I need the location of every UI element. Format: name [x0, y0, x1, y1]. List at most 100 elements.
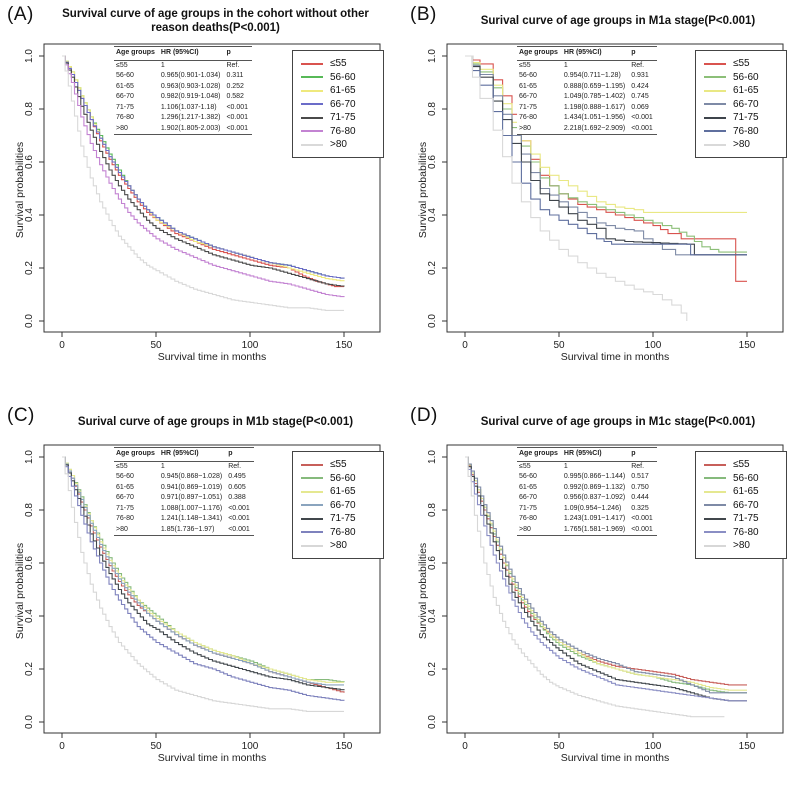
hr-table-header: p: [629, 46, 657, 61]
legend-item: >80: [301, 539, 377, 553]
hr-table-cell: 1: [563, 61, 568, 69]
x-tick-label: 150: [739, 741, 756, 752]
x-tick-label: 150: [739, 340, 756, 351]
legend-line-swatch: [704, 504, 726, 507]
legend-line-swatch: [704, 130, 726, 133]
y-tick-label: 0.6: [24, 556, 35, 570]
hr-table-row: 71-75 1.09(0.954~1.246) 0.325: [517, 504, 657, 515]
hr-table-row: 61-65 0.992(0.869~1.132) 0.750: [517, 483, 657, 494]
hr-table-cell: <0.001: [226, 524, 254, 536]
legend-item: 76-80: [704, 526, 780, 540]
legend-item: 76-80: [704, 125, 780, 139]
x-axis-label: Survival time in months: [561, 351, 670, 363]
survival-plot-a: Survival time in months Survival probabi…: [14, 43, 381, 363]
x-tick-label: 150: [336, 340, 353, 351]
y-axis-label: Survival probabilities: [14, 543, 26, 639]
y-tick-label: 0.6: [24, 155, 35, 169]
legend-line-swatch: [301, 89, 323, 92]
legend-item: 56-60: [704, 472, 780, 486]
y-tick-label: 0.4: [427, 609, 438, 623]
hr-table-cell: 1.049(0.785~1.402): [563, 93, 626, 100]
plot-wrap-a: Survival time in months Survival probabi…: [14, 40, 386, 364]
legend-item: 66-70: [704, 98, 780, 112]
hr-table-cell: ≤55: [116, 61, 128, 69]
panel-c-header: (C) Surival curve of age groups in M1b s…: [0, 401, 403, 439]
y-axis-label: Survival probabilities: [417, 543, 429, 639]
hr-table-cell: 76-80: [116, 114, 134, 121]
hr-table-cell: 56-60: [519, 72, 537, 79]
y-axis-label: Survival probabilities: [417, 142, 429, 238]
legend-label: >80: [733, 139, 750, 151]
y-tick-label: 1.0: [24, 450, 35, 464]
hr-table-header: HR (95%CI): [158, 46, 225, 61]
x-tick-label: 50: [553, 741, 565, 752]
hr-table-cell: 2.218(1.692~2.909): [561, 123, 630, 135]
plot-render-layer: 0 50 100 150 0.0 0.2 0.4 0.6 0.8 1.0: [427, 444, 784, 752]
legend-line-swatch: [301, 103, 323, 106]
legend-label: 66-70: [733, 499, 759, 511]
legend-item: 71-75: [301, 111, 377, 125]
legend-label: 71-75: [330, 112, 356, 124]
legend-line-swatch: [301, 517, 323, 520]
legend-line-swatch: [301, 463, 323, 466]
y-tick-label: 0.0: [427, 314, 438, 328]
legend-line-swatch: [704, 544, 726, 547]
km-curve: [465, 456, 747, 694]
hr-table-cell: 76-80: [519, 515, 537, 522]
hr-table-cell: <0.001: [629, 123, 657, 135]
panel-letter-a: (A): [7, 4, 34, 25]
legend-label: 61-65: [733, 85, 759, 97]
hr-table-row: >80 1.902(1.805-2.003) <0.001: [114, 123, 253, 135]
panel-c: (C) Surival curve of age groups in M1b s…: [0, 401, 403, 803]
legend-line-swatch: [301, 62, 323, 65]
legend-label: ≤55: [733, 58, 750, 70]
hr-table-cell: 0.444: [631, 494, 649, 501]
hr-table-cell: Ref.: [631, 61, 645, 69]
legend-a: ≤55 56-60 61-65 66-70 71-75 76-80 >80: [292, 50, 384, 158]
hr-table-cell: 61-65: [116, 483, 134, 491]
legend-line-swatch: [301, 116, 323, 119]
plot-box: [446, 444, 784, 734]
x-tick-label: 50: [150, 741, 162, 752]
panel-title-b: Surival curve of age groups in M1a stage…: [480, 14, 756, 27]
legend-line-swatch: [704, 463, 726, 466]
legend-label: ≤55: [330, 58, 347, 70]
hr-table-cell: ≤55: [116, 462, 128, 470]
hr-table-cell: 56-60: [116, 473, 134, 480]
panel-d-header: (D) Surival curve of age groups in M1c s…: [403, 401, 805, 439]
hr-table-header: Age groups: [517, 46, 562, 61]
y-tick-label: 0.6: [427, 556, 438, 570]
hr-table-cell: 0.945(0.868~1.028): [160, 473, 223, 480]
legend-line-swatch: [704, 143, 726, 146]
legend-item: ≤55: [704, 458, 780, 472]
legend-line-swatch: [704, 103, 726, 106]
hr-table-header: Age groups: [114, 447, 159, 462]
legend-item: ≤55: [301, 458, 377, 472]
hr-table-row: >80 2.218(1.692~2.909) <0.001: [517, 123, 657, 135]
hr-table-cell: 56-60: [519, 473, 537, 480]
legend-label: 76-80: [733, 125, 759, 137]
hr-table-cell: <0.001: [224, 123, 253, 135]
hr-table-cell: >80: [114, 524, 159, 536]
hr-table-cell: 61-65: [116, 82, 134, 90]
hr-table-cell: 0.941(0.869~1.019): [160, 483, 223, 491]
hr-table-row: 71-75 1.106(1.037-1.18) <0.001: [114, 103, 252, 114]
legend-line-swatch: [704, 490, 726, 493]
hr-table-row: ≤55 1 Ref.: [517, 461, 657, 472]
hr-table-cell: 1: [563, 462, 568, 470]
hr-table-cell: 1.088(1.007~1.176): [160, 504, 223, 512]
hr-table-cell: 61-65: [519, 82, 537, 90]
y-tick-label: 0.4: [24, 609, 35, 623]
hr-table-cell: <0.001: [226, 114, 249, 121]
legend-line-swatch: [301, 130, 323, 133]
legend-label: 61-65: [330, 85, 356, 97]
hr-table-cell: 0.325: [631, 504, 649, 512]
plot-box: [43, 43, 381, 333]
legend-line-swatch: [704, 62, 726, 65]
legend-label: ≤55: [733, 459, 750, 471]
hr-table-cell: 1.902(1.805-2.003): [158, 123, 225, 135]
hr-table-cell: 0.931: [631, 72, 649, 79]
y-tick-label: 0.0: [427, 715, 438, 729]
legend-item: 61-65: [704, 485, 780, 499]
km-curve: [465, 456, 747, 691]
